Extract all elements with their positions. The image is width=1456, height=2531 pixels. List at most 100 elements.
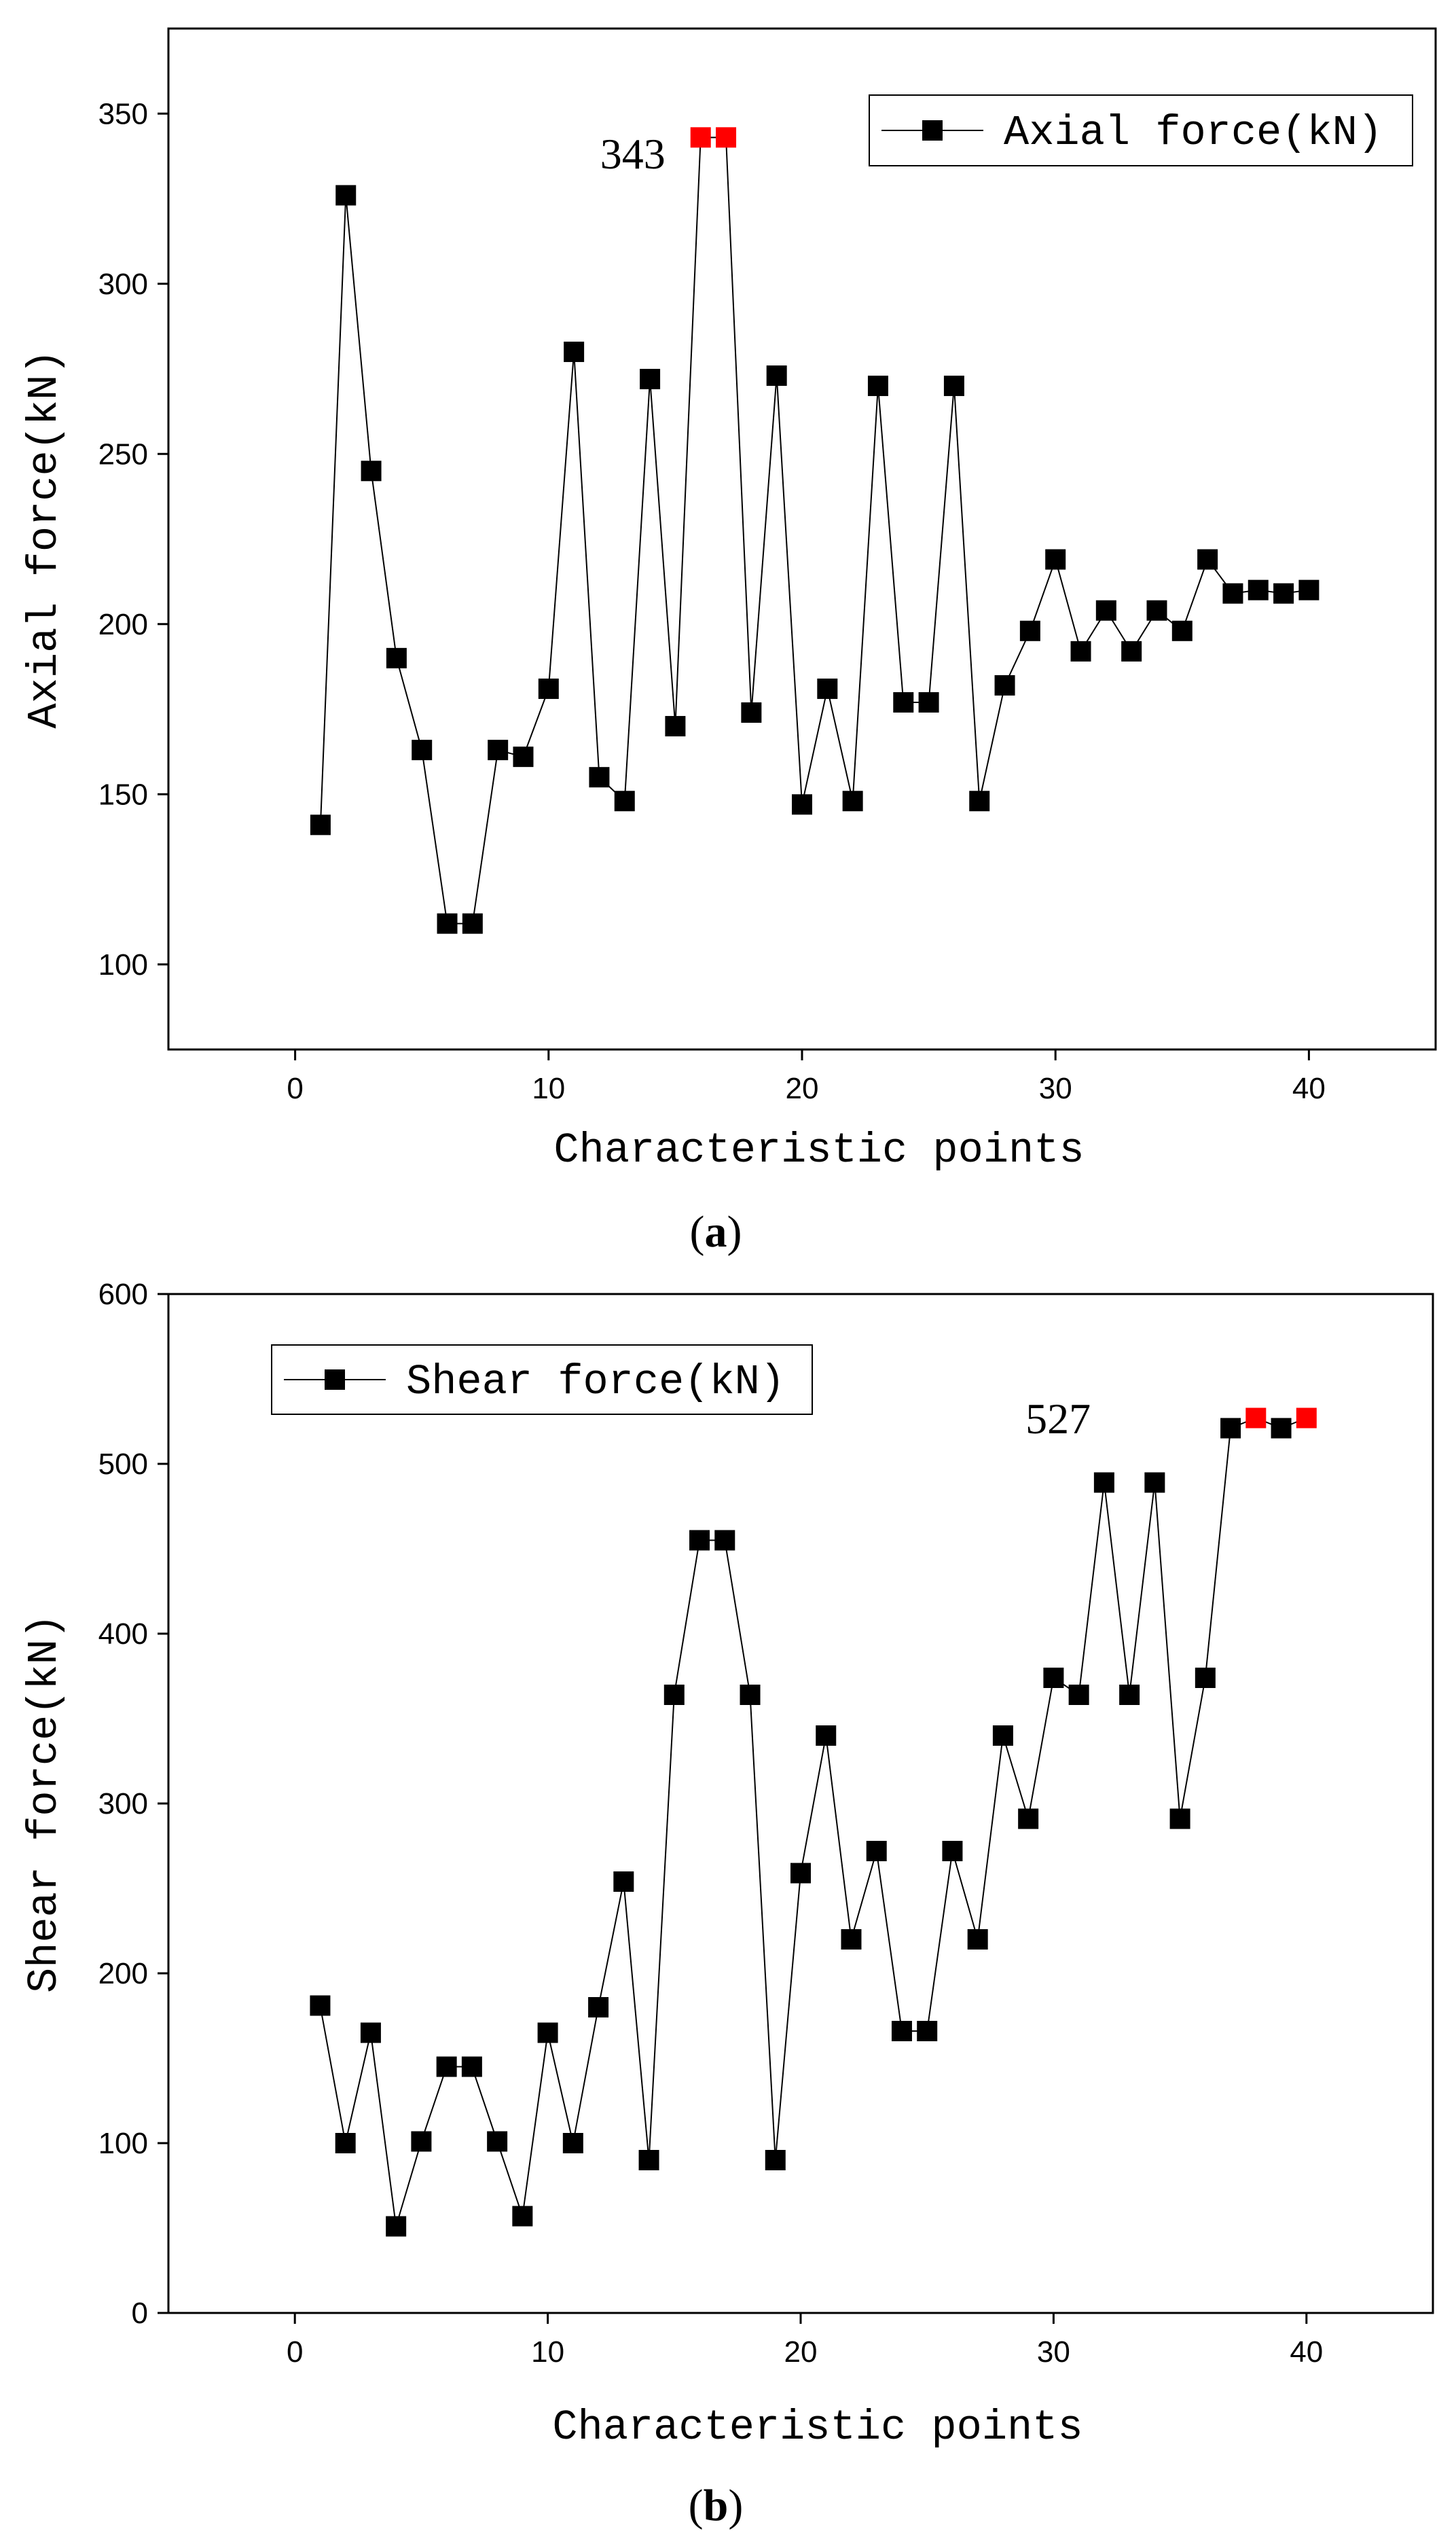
- data-point: [969, 791, 990, 812]
- data-point: [335, 2133, 356, 2153]
- data-point: [866, 1841, 887, 1861]
- data-point: [867, 376, 888, 397]
- data-point: [663, 1685, 685, 1705]
- data-point: [992, 1725, 1013, 1746]
- data-point: [588, 1997, 609, 2017]
- y-tick-label: 100: [98, 2127, 148, 2160]
- x-tick-label: 30: [1037, 2335, 1070, 2369]
- data-point: [1195, 1668, 1216, 1688]
- y-tick-label: 300: [98, 268, 148, 301]
- data-point: [842, 791, 863, 812]
- data-point: [1019, 620, 1040, 641]
- data-point: [942, 1841, 963, 1861]
- data-point: [1197, 549, 1218, 570]
- data-point-max: [1245, 1407, 1267, 1429]
- y-tick-label: 600: [98, 1278, 148, 1311]
- data-point: [640, 369, 661, 390]
- data-point: [411, 2131, 432, 2152]
- data-point: [537, 2022, 558, 2043]
- data-point: [513, 747, 534, 768]
- data-point: [790, 1863, 811, 1884]
- data-point: [1273, 583, 1294, 604]
- data-point: [310, 814, 331, 836]
- x-tick-label: 40: [1290, 2335, 1323, 2369]
- data-point: [893, 692, 914, 713]
- data-point: [412, 740, 433, 761]
- data-point: [1248, 579, 1269, 600]
- data-point: [766, 365, 787, 387]
- data-point: [1298, 579, 1320, 600]
- data-point: [994, 675, 1015, 696]
- x-tick-label: 0: [287, 1072, 303, 1105]
- data-point: [1068, 1685, 1089, 1705]
- data-point: [1018, 1808, 1039, 1829]
- data-point: [740, 1685, 761, 1705]
- y-tick-label: 350: [98, 97, 148, 130]
- data-point: [1095, 600, 1116, 621]
- data-point: [386, 2216, 407, 2237]
- data-point: [462, 913, 483, 934]
- data-point: [891, 2021, 912, 2041]
- data-point: [1070, 641, 1091, 662]
- max-value-annotation: 343: [600, 130, 666, 178]
- data-point: [1146, 600, 1167, 621]
- x-tick-label: 0: [287, 2335, 303, 2369]
- data-point: [361, 461, 382, 482]
- data-point: [461, 2056, 482, 2077]
- data-point: [488, 740, 509, 761]
- y-tick-label: 300: [98, 1787, 148, 1820]
- data-point: [689, 1530, 710, 1551]
- data-point: [562, 2133, 583, 2153]
- data-point: [714, 1530, 735, 1551]
- data-point: [741, 702, 762, 723]
- data-point: [841, 1929, 862, 1950]
- data-point: [487, 2131, 508, 2152]
- data-point: [967, 1929, 988, 1950]
- x-tick-label: 10: [532, 1072, 565, 1105]
- data-point-max: [1296, 1407, 1317, 1429]
- data-point: [1144, 1472, 1165, 1493]
- data-point: [765, 2150, 786, 2170]
- y-tick-label: 500: [98, 1448, 148, 1481]
- y-tick-label: 100: [98, 948, 148, 982]
- data-point: [1119, 1685, 1140, 1705]
- y-tick-label: 0: [132, 2297, 148, 2330]
- data-point: [1220, 1418, 1241, 1439]
- y-tick-label: 200: [98, 608, 148, 641]
- data-point: [943, 376, 964, 397]
- data-point: [310, 1995, 331, 2016]
- x-tick-label: 20: [786, 1072, 819, 1105]
- data-point: [360, 2022, 381, 2043]
- data-point: [614, 791, 635, 812]
- data-point-max: [716, 127, 737, 148]
- data-point: [335, 185, 357, 206]
- y-axis-title: Shear force(kN): [20, 1614, 69, 1993]
- y-tick-label: 400: [98, 1617, 148, 1651]
- data-point-max: [690, 127, 711, 148]
- data-point: [564, 341, 585, 362]
- data-point: [1043, 1668, 1064, 1688]
- data-point: [1121, 641, 1142, 662]
- shear-force-chart: 0 10 20 30 400100200300400500600Characterist…: [20, 1278, 1434, 2452]
- x-axis-title: Characteristic points: [552, 2403, 1082, 2452]
- data-point: [917, 2021, 938, 2041]
- data-point: [1045, 549, 1066, 570]
- data-point: [1093, 1472, 1114, 1493]
- legend-label: Axial force(kN): [1004, 109, 1383, 157]
- y-axis-title: Axial force(kN): [20, 349, 69, 728]
- plot-frame: [167, 1293, 1434, 2314]
- panel-label-a: (a): [690, 1207, 742, 1257]
- data-point: [638, 2150, 659, 2170]
- data-point: [665, 716, 686, 737]
- x-tick-label: 40: [1292, 1072, 1326, 1105]
- data-point: [589, 767, 610, 788]
- data-point: [613, 1871, 634, 1892]
- data-point: [437, 913, 458, 934]
- series-line: [319, 137, 1309, 925]
- x-axis-title: Characteristic points: [553, 1126, 1084, 1174]
- y-tick-label: 150: [98, 778, 148, 811]
- series-line: [319, 1417, 1307, 2227]
- axial-force-chart: 0 10 20 30 40 100 150 200 250 300 350 Characteristi…: [20, 27, 1437, 1174]
- data-point: [436, 2056, 457, 2077]
